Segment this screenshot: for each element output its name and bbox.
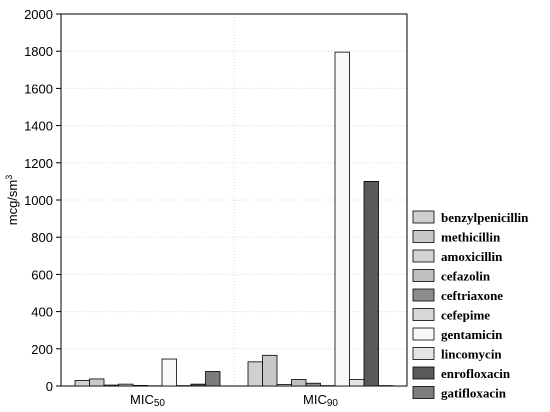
legend-label: benzylpenicillin [441,210,529,225]
y-tick-label: 600 [31,267,53,282]
legend-swatch [412,210,435,224]
legend-swatch [412,249,435,263]
y-tick-label: 1600 [24,81,53,96]
legend-label: enrofloxacin [441,366,511,381]
legend-swatch [412,347,435,360]
legend-swatch [412,288,435,302]
legend-label: gentamicin [441,327,503,342]
y-tick-label: 1000 [24,193,53,208]
bar-methicillin-MIC90 [262,354,278,387]
y-axis-title: mcg/sm3 [4,175,20,226]
bar-cefazolin-MIC90 [291,379,307,387]
bars [74,51,394,387]
legend-label: ceftriaxone [441,288,503,303]
legend-swatch [412,269,435,282]
bar-gentamicin-MIC50 [161,358,177,387]
y-tick-label: 2000 [24,7,53,22]
y-tick-label: 1800 [24,44,53,59]
grid-lines [61,14,407,386]
y-tick-label: 1400 [24,119,53,134]
bar-gatifloxacin-MIC50 [205,371,221,387]
legend-label: lincomycin [441,347,502,362]
x-category-label-subscript: 90 [327,398,339,409]
x-axis: MIC50 MIC90 [130,392,338,409]
legend-label: methicillin [441,230,501,245]
x-category-label: MIC50 [130,392,165,409]
bar-enrofloxacin-MIC90 [363,180,379,387]
x-category-label-main: MIC [303,392,327,407]
bar-enrofloxacin-MIC50 [190,383,206,387]
legend-label: cefazolin [441,269,491,284]
bar-methicillin-MIC50 [89,378,105,387]
legend: benzylpenicillin methicillin amoxicillin ce… [412,210,529,401]
bar-lincomycin-MIC90 [349,379,365,387]
bar-ceftriaxone-MIC90 [305,382,321,387]
y-axis-title-superscript: 3 [4,175,14,180]
x-category-label: MIC90 [303,392,338,409]
legend-swatch [412,308,435,321]
bar-benzylpenicillin-MIC50 [74,380,90,387]
bar-amoxicillin-MIC50 [103,384,119,387]
y-axis: 0 200 400 600 800 1000 1200 1400 1600 1800 2000 [24,7,61,394]
y-tick-label: 0 [46,379,53,394]
legend-label: amoxicillin [441,249,503,264]
legend-label: cefepime [441,308,490,323]
x-category-label-subscript: 50 [154,398,166,409]
y-tick-label: 800 [31,230,53,245]
legend-swatch [412,386,435,399]
legend-swatch [412,327,435,341]
legend-swatch [412,230,435,243]
y-tick-label: 1200 [24,156,53,171]
bar-cefazolin-MIC50 [118,383,134,387]
bar-benzylpenicillin-MIC90 [247,361,263,387]
x-category-label-main: MIC [130,392,154,407]
y-tick-label: 200 [31,342,53,357]
legend-swatch [412,366,435,380]
bar-gentamicin-MIC90 [334,51,350,387]
bar-ceftriaxone-MIC50 [132,385,148,387]
legend-label: gatifloxacin [441,386,507,401]
bar-amoxicillin-MIC90 [276,384,292,387]
y-tick-label: 400 [31,305,53,320]
